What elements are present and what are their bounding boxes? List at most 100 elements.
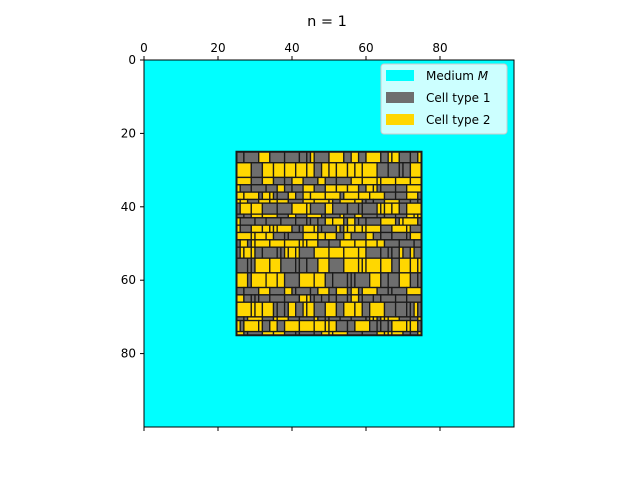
cell-type-2	[355, 240, 366, 247]
legend-swatch-cell-type-2	[386, 114, 414, 125]
cell-type-2	[329, 163, 336, 178]
cell-type-1	[240, 225, 251, 232]
cell-type-2	[385, 203, 392, 214]
cell-type-2	[277, 273, 284, 288]
cell-type-1	[314, 152, 329, 163]
cell-type-2	[366, 225, 381, 232]
cell-type-1	[403, 247, 410, 258]
cell-type-2	[336, 163, 347, 178]
cell-type-1	[336, 177, 351, 184]
cell-type-2	[255, 302, 262, 317]
cell-type-1	[251, 185, 266, 192]
cell-type-1	[240, 185, 251, 192]
cell-type-2	[299, 321, 314, 332]
cell-type-2	[240, 203, 251, 214]
cell-type-2	[288, 192, 295, 199]
x-tick-label: 80	[432, 41, 447, 55]
cell-type-2	[259, 288, 270, 295]
cell-type-2	[318, 232, 325, 239]
cell-type-2	[251, 273, 266, 288]
cell-type-2	[392, 321, 407, 332]
cell-type-2	[314, 321, 325, 332]
cell-type-2	[303, 185, 314, 192]
cell-type-1	[237, 288, 244, 295]
y-tick-label: 20	[121, 126, 136, 140]
cell-type-1	[311, 218, 318, 225]
cell-type-2	[333, 218, 344, 225]
cell-type-2	[362, 163, 377, 178]
y-axis: 0 20 40 60 80	[121, 53, 144, 361]
cell-type-2	[266, 232, 273, 239]
cell-type-2	[392, 225, 407, 232]
cell-type-1	[359, 152, 366, 163]
cell-type-2	[237, 273, 248, 288]
cell-type-2	[351, 152, 358, 163]
cell-type-2	[407, 288, 422, 295]
cell-type-2	[307, 240, 318, 247]
cell-type-1	[318, 218, 325, 225]
cell-type-2	[288, 302, 295, 317]
cell-type-2	[244, 192, 259, 199]
cell-type-2	[396, 177, 411, 184]
cell-type-2	[381, 218, 396, 225]
cell-type-2	[270, 240, 285, 247]
legend-label-cell-type-1: Cell type 1	[426, 91, 491, 105]
cell-type-1	[359, 185, 366, 192]
cell-type-2	[329, 321, 336, 332]
cell-type-2	[285, 240, 300, 247]
cell-type-1	[299, 258, 306, 273]
cell-type-1	[392, 258, 399, 273]
legend-label-cell-type-2: Cell type 2	[426, 113, 491, 127]
cell-type-1	[381, 185, 396, 192]
cell-type-2	[237, 232, 252, 239]
cell-type-2	[410, 232, 421, 239]
cell-type-2	[399, 273, 410, 288]
cell-type-1	[333, 203, 348, 214]
cell-type-2	[344, 247, 359, 258]
cell-type-1	[292, 185, 303, 192]
cell-type-2	[270, 321, 277, 332]
cell-type-1	[385, 192, 396, 199]
cell-type-1	[399, 240, 414, 247]
cell-type-1	[336, 295, 347, 302]
cell-type-1	[244, 295, 251, 302]
cell-type-2	[266, 273, 277, 288]
cell-type-2	[251, 203, 262, 214]
cell-type-1	[314, 302, 325, 317]
cell-type-2	[262, 177, 273, 184]
cell-type-1	[362, 295, 373, 302]
x-tick-label: 20	[210, 41, 225, 55]
cell-type-2	[392, 203, 399, 214]
cell-type-2	[303, 192, 310, 199]
cell-type-2	[410, 321, 417, 332]
cell-type-1	[396, 302, 407, 317]
cell-type-1	[336, 302, 343, 317]
cell-type-1	[396, 185, 407, 192]
cell-type-2	[399, 258, 410, 273]
x-tick-label: 0	[140, 41, 148, 55]
cell-type-1	[348, 203, 359, 214]
cell-type-2	[251, 225, 262, 232]
cell-type-2	[288, 247, 295, 258]
y-tick-label: 60	[121, 273, 136, 287]
cell-type-1	[299, 247, 314, 258]
cell-type-2	[303, 232, 318, 239]
cell-type-2	[370, 302, 385, 317]
cell-type-1	[285, 177, 292, 184]
cell-type-1	[344, 152, 351, 163]
cell-type-1	[325, 177, 336, 184]
cell-type-2	[348, 163, 355, 178]
cell-type-1	[277, 203, 292, 214]
cell-type-1	[381, 247, 388, 258]
cell-type-2	[262, 163, 273, 178]
cell-type-2	[407, 203, 422, 214]
cell-type-2	[255, 232, 266, 239]
cell-type-1	[296, 288, 311, 295]
cell-type-2	[370, 192, 385, 199]
cell-type-1	[348, 321, 355, 332]
cell-type-1	[285, 273, 300, 288]
cell-type-1	[392, 288, 407, 295]
cell-type-2	[237, 192, 244, 199]
cell-type-2	[299, 295, 306, 302]
cell-type-2	[403, 218, 418, 225]
